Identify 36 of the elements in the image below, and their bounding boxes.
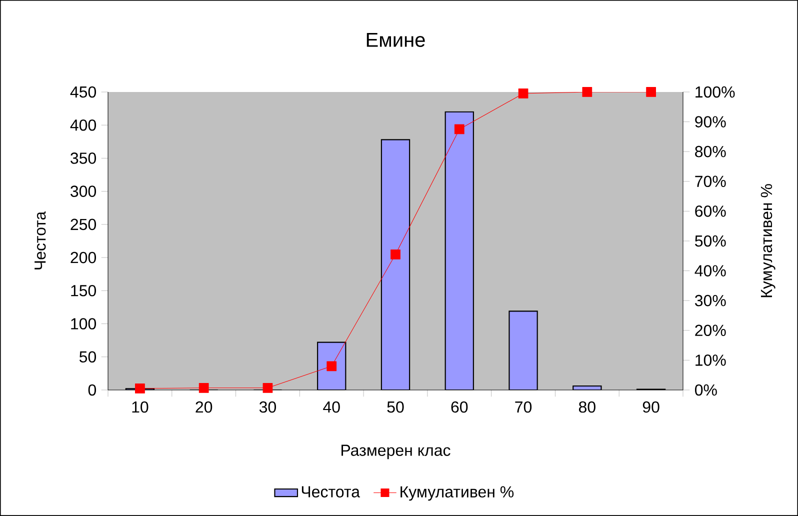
x-tick-label: 10: [132, 401, 148, 413]
y2-tick-label: 60%: [695, 206, 726, 217]
x-tick-label: 90: [642, 401, 660, 413]
x-tick-label: 40: [323, 401, 340, 413]
x-tick-label: 20: [196, 401, 212, 413]
y2-tick-label: 100%: [696, 86, 735, 98]
y-tick-label: 350: [70, 152, 96, 164]
legend-label: Кумулативен %: [400, 486, 514, 501]
x-tick-label: 80: [578, 401, 596, 413]
y-tick-label: 0: [88, 384, 96, 396]
x-tick-label: 60: [451, 401, 468, 413]
y2-axis-title: Кумулативен %: [760, 184, 776, 298]
y-tick-label: 200: [70, 252, 96, 264]
y2-tick-label: 80%: [695, 146, 726, 158]
y2-tick-label: 30%: [694, 294, 726, 306]
y-tick-label: 100: [71, 318, 96, 330]
y-tick-label: 50: [79, 351, 96, 363]
y-tick-label: 250: [70, 218, 96, 230]
y-tick-label: 150: [71, 284, 96, 296]
y2-tick-label: 70%: [695, 176, 726, 188]
y2-tick-label: 50%: [695, 235, 726, 247]
y-tick-label: 450: [70, 86, 96, 98]
y-tick-label: 400: [70, 119, 96, 131]
x-tick-label: 50: [387, 401, 404, 413]
x-tick-label: 30: [259, 401, 276, 413]
y-tick-label: 300: [70, 186, 96, 197]
x-tick-label: 70: [515, 401, 532, 413]
x-axis-title: Размерен клас: [342, 444, 450, 460]
chart-title: Емине: [366, 33, 425, 47]
y2-tick-label: 90%: [695, 116, 726, 128]
y2-tick-label: 20%: [695, 324, 726, 336]
y2-tick-label: 10%: [696, 354, 726, 366]
y2-tick-label: 40%: [694, 265, 726, 276]
legend-label: Честота: [302, 486, 360, 498]
y-axis-title: Честота: [34, 211, 46, 270]
y2-tick-label: 0%: [695, 384, 717, 396]
